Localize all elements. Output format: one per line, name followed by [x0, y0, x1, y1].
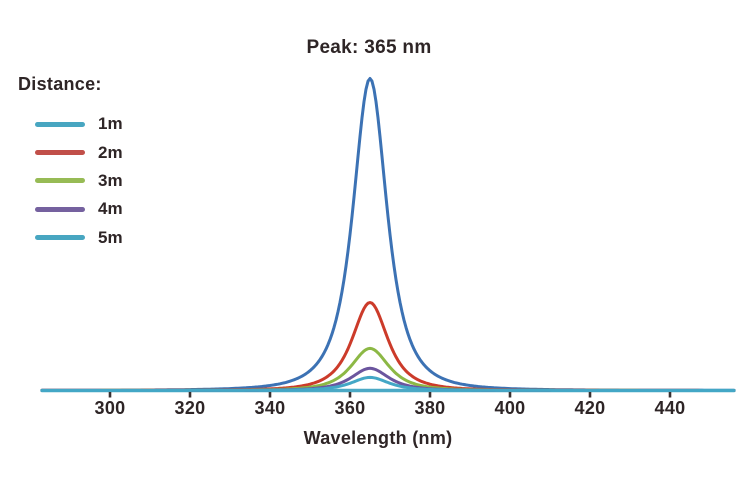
x-tick-label: 360 [334, 398, 366, 418]
legend-item-label: 1m [98, 114, 123, 134]
series-curve-1m [40, 77, 736, 392]
x-tick-label: 380 [414, 398, 446, 418]
chart-title: Peak: 365 nm [306, 37, 432, 58]
legend-item-label: 3m [98, 170, 123, 190]
series-curve-5m [40, 375, 736, 392]
legend-swatch-3m [35, 178, 85, 184]
x-tick-label: 300 [94, 398, 126, 418]
legend-item-label: 2m [98, 142, 123, 162]
legend-swatch-1m [35, 121, 85, 127]
x-tick-label: 420 [574, 398, 606, 418]
legend-title: Distance: [18, 74, 102, 94]
series-curve-3m [40, 346, 736, 392]
x-tick-label: 400 [494, 398, 526, 418]
legend-item-1m: 1m [18, 110, 123, 138]
legend-item-3m: 3m [18, 167, 123, 195]
legend-item-label: 4m [98, 199, 123, 219]
legend-item-label: 5m [98, 227, 123, 247]
legend-items: 1m 2m 3m 4m 5m [18, 110, 123, 252]
legend-item-4m: 4m [18, 195, 123, 223]
x-axis-label: Wavelength (nm) [303, 428, 453, 448]
series-curve-4m [40, 366, 736, 392]
legend: Distance: 1m 2m 3m 4m 5m [18, 74, 123, 252]
x-tick-label: 320 [174, 398, 206, 418]
legend-swatch-2m [35, 150, 85, 156]
legend-swatch-4m [35, 206, 85, 212]
legend-swatch-5m [35, 235, 85, 241]
legend-item-5m: 5m [18, 224, 123, 252]
x-tick-label: 340 [254, 398, 286, 418]
x-tick-label: 440 [654, 398, 686, 418]
legend-item-2m: 2m [18, 138, 123, 166]
